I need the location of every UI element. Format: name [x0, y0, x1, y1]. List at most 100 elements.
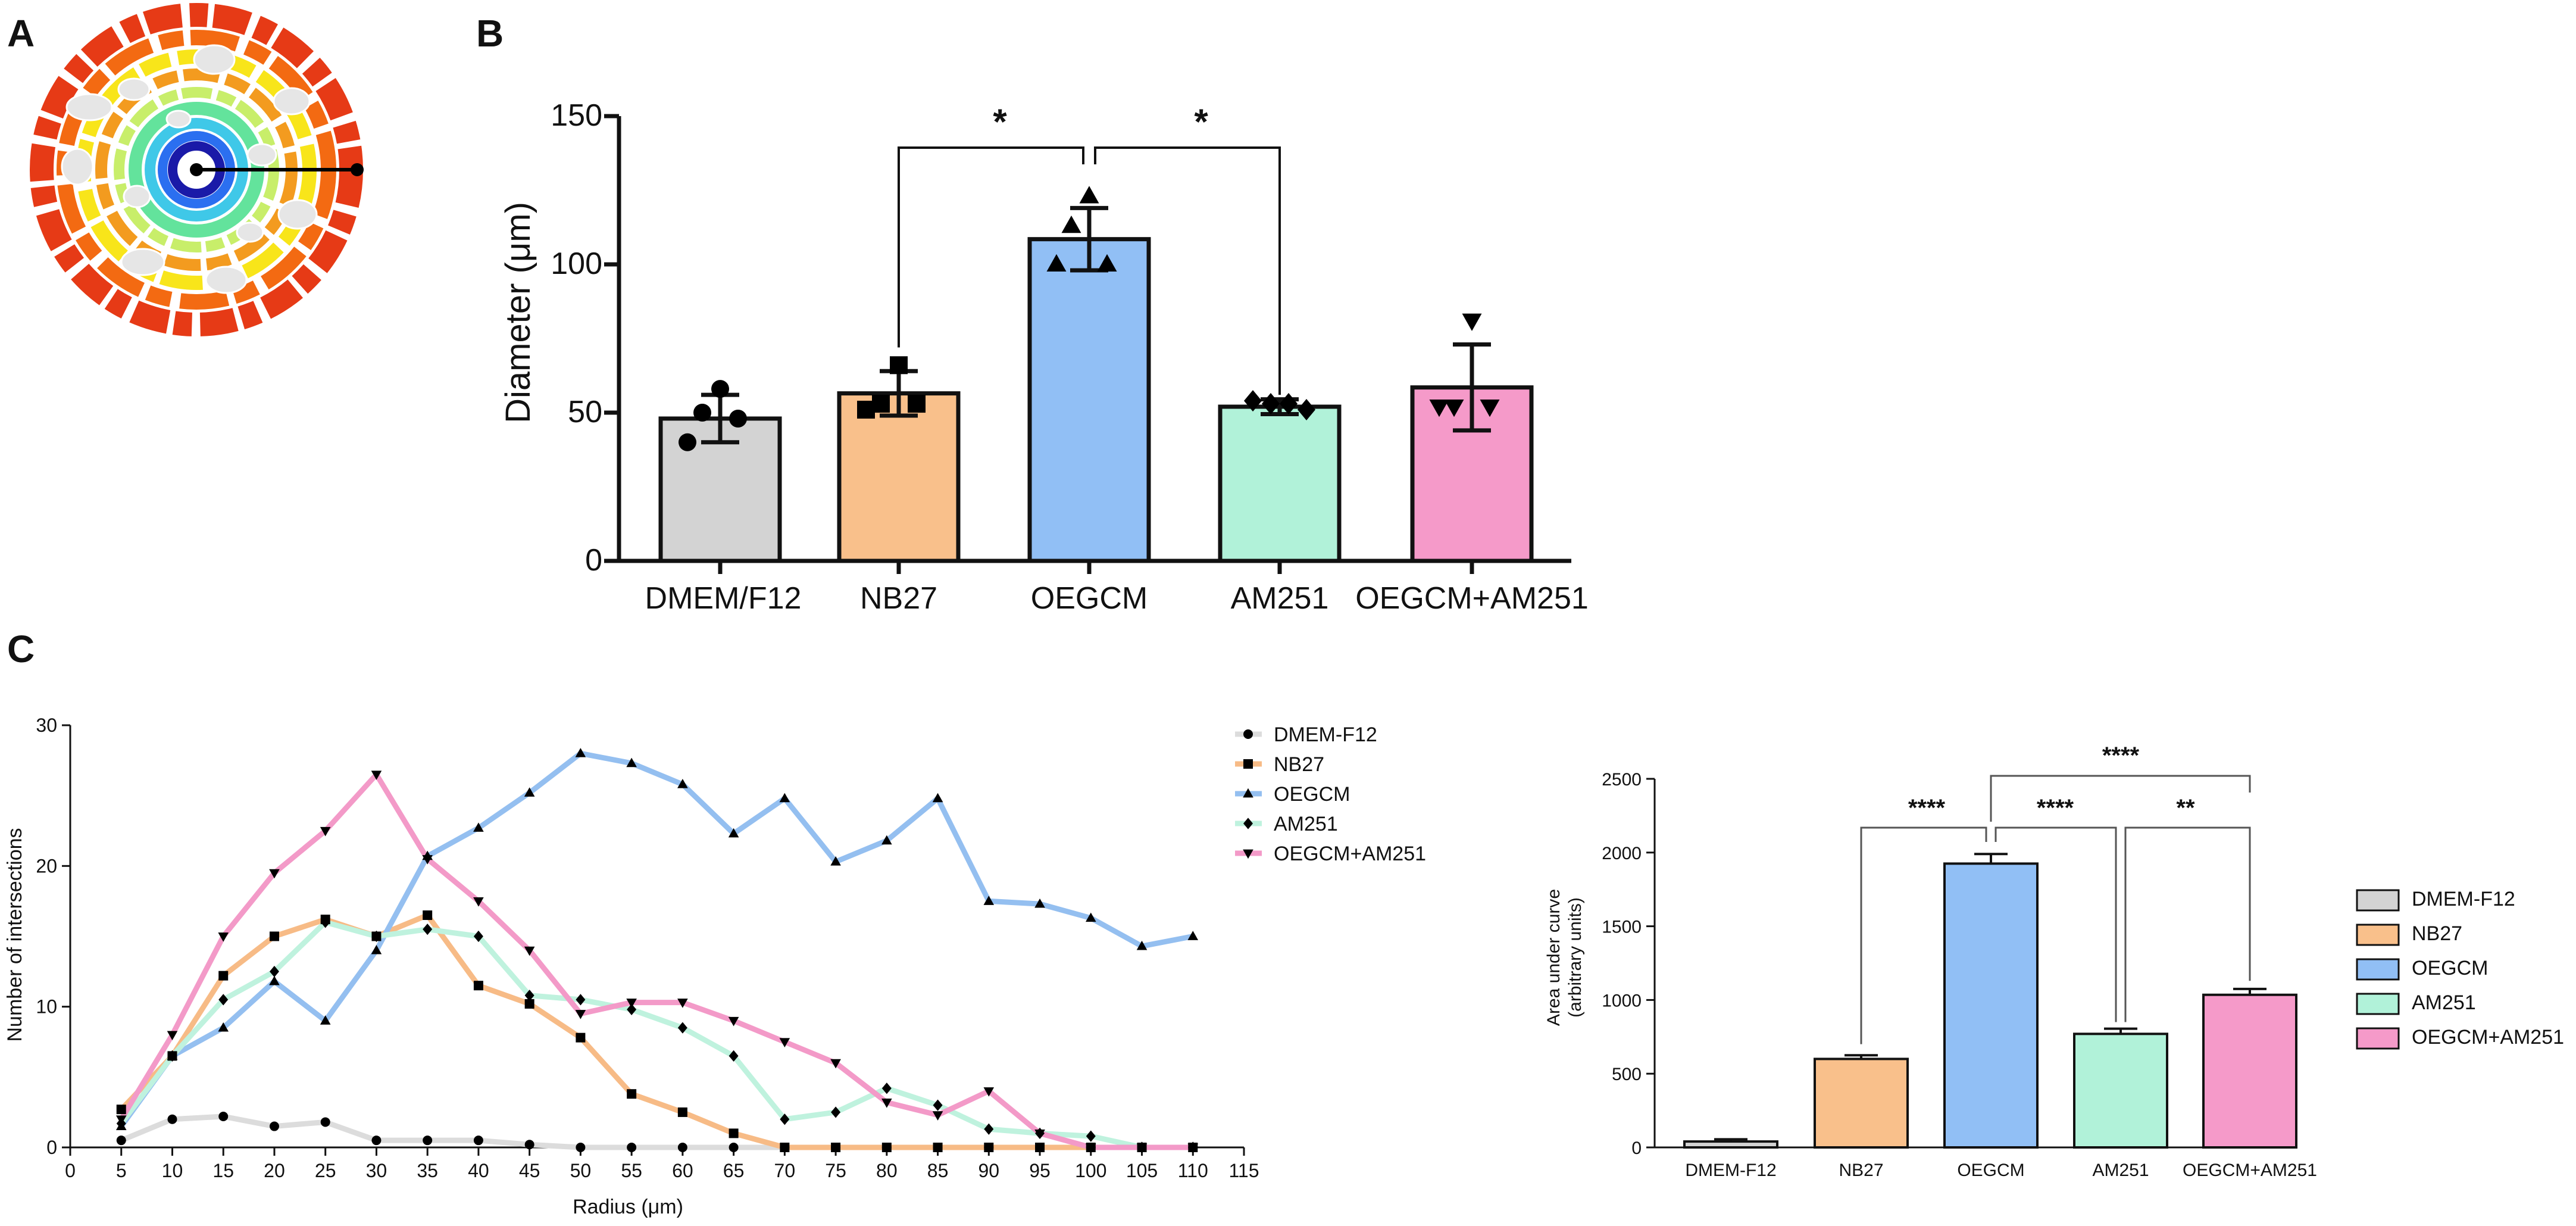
c1-data-point — [830, 856, 841, 866]
b-data-point — [890, 356, 908, 375]
c1-data-point — [371, 1135, 382, 1146]
c1-ytick-label: 20 — [36, 855, 57, 876]
c1-data-point — [831, 1106, 841, 1118]
b-data-point — [1280, 393, 1298, 415]
c2-ytick-label: 1500 — [1602, 918, 1642, 937]
c1-data-point — [881, 1098, 892, 1108]
b-ytick-label: 0 — [585, 543, 602, 578]
panel-c-auc-bars — [1683, 853, 2297, 1149]
c1-data-point — [728, 1016, 739, 1027]
c1-xtick-label: 5 — [116, 1160, 127, 1181]
c1-xtick-label: 95 — [1029, 1160, 1051, 1181]
c2-xtick-label: AM251 — [2092, 1161, 2149, 1180]
c1-data-point — [984, 1143, 994, 1152]
c1-data-point — [167, 1050, 177, 1062]
b-data-point — [857, 401, 875, 419]
cell-body — [236, 222, 264, 243]
c1-data-point — [320, 1015, 331, 1025]
c2-xtick-label: NB27 — [1839, 1161, 1883, 1180]
c1-data-point — [576, 994, 586, 1006]
c1-data-point — [269, 1121, 279, 1131]
c1-data-point — [728, 828, 739, 838]
cell-body — [277, 199, 318, 230]
c1-xtick-label: 115 — [1228, 1160, 1259, 1181]
c2-sig-label: **** — [1908, 795, 1946, 821]
c1-series-line — [119, 912, 1193, 1150]
c1-xtick-label: 60 — [672, 1160, 693, 1181]
c1-data-point — [729, 1050, 739, 1062]
c1-ytick-label: 10 — [36, 996, 57, 1018]
c1-legend-marker — [1243, 818, 1253, 829]
c1-data-point — [932, 793, 943, 803]
b-data-point — [729, 409, 747, 428]
panel-a-label: A — [7, 12, 35, 55]
cell-bodies — [61, 44, 318, 294]
c2-ytick-label: 2500 — [1602, 770, 1642, 790]
c2-legend-label: NB27 — [2412, 922, 2462, 945]
c1-legend-marker — [1243, 849, 1253, 859]
b-ylabel: Diameter (μm) — [499, 202, 537, 423]
c1-xtick-label: 55 — [621, 1160, 642, 1181]
c1-data-point — [1187, 1143, 1199, 1153]
c1-data-point — [116, 1105, 126, 1115]
c2-legend-label: DMEM-F12 — [2412, 888, 2515, 910]
cell-body — [123, 185, 151, 208]
c2-sig-bracket — [1994, 826, 2117, 1022]
c1-data-point — [371, 944, 382, 954]
b-xtick-label: DMEM/F12 — [645, 581, 802, 616]
c1-xtick-label: 100 — [1075, 1160, 1106, 1181]
c1-xtick-label: 30 — [366, 1160, 387, 1181]
b-ytick-label: 50 — [568, 395, 602, 429]
c1-data-point — [473, 1135, 483, 1146]
cell-body — [165, 110, 192, 129]
c1-legend-label: DMEM-F12 — [1274, 723, 1377, 746]
c2-legend-label: OEGCM — [2412, 957, 2488, 979]
cell-body — [193, 44, 236, 75]
c1-data-point — [626, 757, 637, 768]
b-data-point — [1097, 254, 1117, 272]
panel-c-auc-legend: DMEM-F12 NB27 OEGCM AM251 OEGCM+AM251 — [2356, 888, 2564, 1050]
c1-data-point — [627, 1003, 637, 1015]
c1-data-point — [677, 1107, 687, 1117]
c1-data-point — [627, 1143, 637, 1152]
c1-xtick-label: 65 — [723, 1160, 745, 1181]
c1-xtick-label: 50 — [570, 1160, 592, 1181]
b-xtick-label: NB27 — [860, 581, 937, 616]
b-data-point — [1298, 399, 1315, 421]
c1-legend-marker — [1243, 788, 1253, 798]
c1-legend-label: NB27 — [1274, 753, 1324, 776]
b-data-point — [908, 395, 926, 413]
c1-data-point — [473, 897, 484, 907]
b-data-point — [1444, 400, 1464, 417]
cell-body — [273, 87, 311, 116]
c2-sig-label: **** — [2037, 795, 2074, 821]
c2-bar — [1683, 1140, 1778, 1149]
b-data-point — [1462, 313, 1482, 331]
c2-xtick-label: OEGCM+AM251 — [2183, 1161, 2317, 1180]
c1-legend-label: AM251 — [1274, 813, 1338, 835]
c2-legend-swatch — [2356, 924, 2400, 946]
c2-legend-swatch — [2356, 993, 2400, 1015]
b-data-point — [1061, 216, 1081, 233]
c1-data-point — [320, 1117, 330, 1127]
c1-xtick-label: 90 — [978, 1160, 1000, 1181]
c1-data-point — [575, 748, 586, 757]
c1-series-line — [118, 772, 1193, 1150]
b-data-point — [1480, 400, 1500, 417]
panel-b-label: B — [476, 12, 504, 55]
c1-data-point — [116, 1135, 126, 1146]
b-data-point — [1046, 254, 1067, 272]
b-sig-label: * — [993, 102, 1007, 142]
c1-data-point — [524, 990, 534, 1002]
c1-series-line — [119, 750, 1194, 1128]
b-xtick-label: AM251 — [1231, 581, 1329, 616]
b-xtick-label: OEGCM — [1031, 581, 1148, 616]
c2-sig-bracket — [1990, 775, 2251, 822]
panel-c-auc-significance: **** **** ** **** — [1860, 743, 2251, 1044]
c1-data-point — [983, 1087, 995, 1097]
panel-c-auc-axes: 0 500 1000 1500 2000 2500 DMEM-F12 NB27 OEGCM AM2… — [1602, 770, 2317, 1180]
c1-xtick-label: 75 — [825, 1160, 846, 1181]
c1-data-point — [576, 1032, 586, 1043]
b-ytick-label: 150 — [551, 98, 602, 133]
c2-bar — [1943, 862, 2039, 1149]
